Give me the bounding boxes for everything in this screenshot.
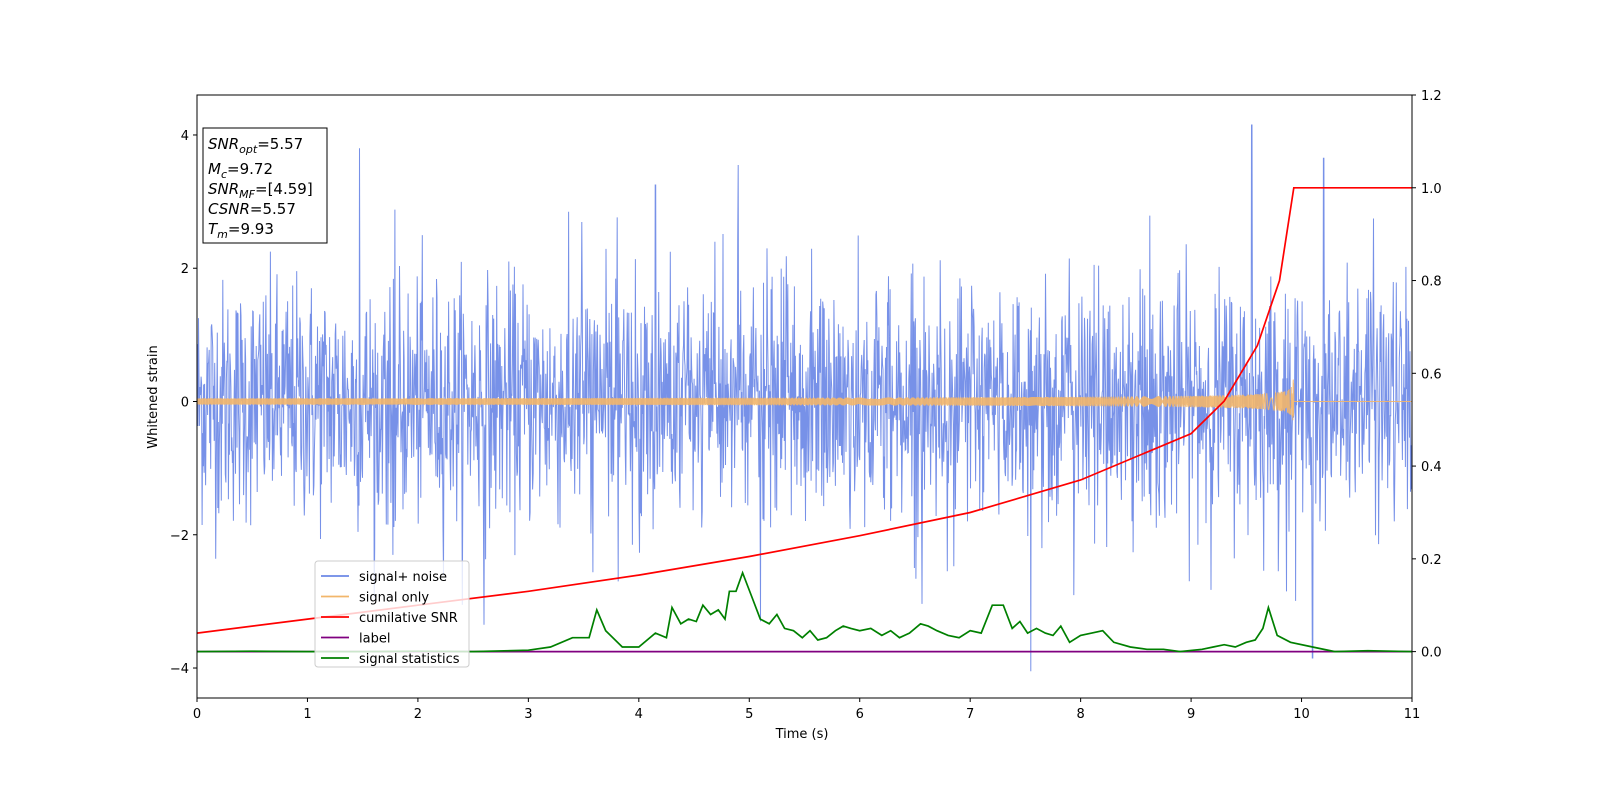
legend-label: signal statistics	[359, 652, 460, 667]
y-axis-label: Whitened strain	[146, 345, 161, 448]
info-csnr: CSNR=5.57	[208, 200, 296, 218]
x-tick-label: 0	[193, 707, 201, 722]
legend-label: signal only	[359, 591, 429, 606]
x-tick-label: 2	[414, 707, 422, 722]
x-tick-label: 3	[524, 707, 532, 722]
info-tm-symbol: T	[208, 220, 219, 238]
info-box: SNRopt=5.57 Mc=9.72 SNRMF=[4.59] CSNR=5.…	[202, 127, 328, 244]
info-mc-symbol: M	[208, 160, 221, 178]
x-tick-label: 6	[856, 707, 864, 722]
info-tm-value: =9.93	[228, 220, 274, 238]
y2-tick-label: 0.6	[1421, 367, 1442, 382]
x-tick-label: 11	[1404, 707, 1421, 722]
info-snr-opt-subscript: opt	[239, 143, 258, 156]
x-tick-label: 4	[635, 707, 643, 722]
info-snr-mf-symbol: SNR	[208, 180, 239, 198]
y2-tick-label: 1.0	[1421, 182, 1442, 197]
legend-label: label	[359, 632, 390, 647]
x-tick-label: 5	[745, 707, 753, 722]
info-tm: Tm=9.93	[208, 220, 274, 241]
y-tick-label: −4	[170, 662, 189, 677]
info-box-frame	[202, 127, 328, 244]
legend-label: cumilative SNR	[359, 611, 458, 626]
legend-entries: signal+ noise signal only cumilative SNR la…	[321, 570, 460, 667]
x-tick-label: 7	[966, 707, 974, 722]
x-tick-label: 9	[1187, 707, 1195, 722]
info-snr-opt: SNRopt=5.57	[208, 135, 303, 156]
info-tm-subscript: m	[217, 228, 228, 241]
x-axis-label: Time (s)	[775, 727, 829, 742]
y-tick-label: 2	[181, 262, 189, 277]
info-mc-value: =9.72	[227, 160, 273, 178]
y2-tick-label: 0.0	[1421, 646, 1442, 661]
series-signal-statistics	[197, 570, 1412, 653]
info-csnr-symbol: CSNR	[208, 200, 250, 218]
y2-tick-label: 1.2	[1421, 89, 1442, 104]
info-mc: Mc=9.72	[208, 160, 273, 181]
info-snr-mf-subscript: MF	[239, 188, 255, 201]
info-snr-opt-value: =5.57	[257, 135, 303, 153]
legend-label: signal+ noise	[359, 570, 447, 585]
y2-tick-label: 0.4	[1421, 460, 1442, 475]
y2-tick-label: 0.2	[1421, 553, 1442, 568]
legend: signal+ noise signal only cumilative SNR la…	[314, 560, 470, 668]
x-tick-label: 8	[1076, 707, 1084, 722]
y2-tick-label: 0.8	[1421, 275, 1442, 290]
x-tick-label: 1	[303, 707, 311, 722]
y-tick-label: 4	[181, 129, 189, 144]
series-signal-only	[197, 379, 1412, 421]
y-tick-label: −2	[170, 529, 189, 544]
series-signal-noise	[197, 124, 1412, 672]
plot-frame	[196, 94, 1413, 699]
x-tick-label: 10	[1293, 707, 1310, 722]
info-mc-subscript: c	[221, 168, 227, 181]
y-tick-label: 0	[181, 395, 189, 410]
info-snr-mf: SNRMF=[4.59]	[208, 180, 313, 201]
info-snr-opt-symbol: SNR	[208, 135, 239, 153]
legend-frame	[314, 560, 470, 668]
info-csnr-value: =5.57	[250, 200, 296, 218]
info-snr-mf-value: =[4.59]	[255, 180, 313, 198]
axes-layer: 0 1 2 3 4 5 6 7 8 9 10 11 −4 −2 0 2 4 0.0 0.2 0.4 0.6 0.8 1.0 1…	[170, 89, 1442, 722]
